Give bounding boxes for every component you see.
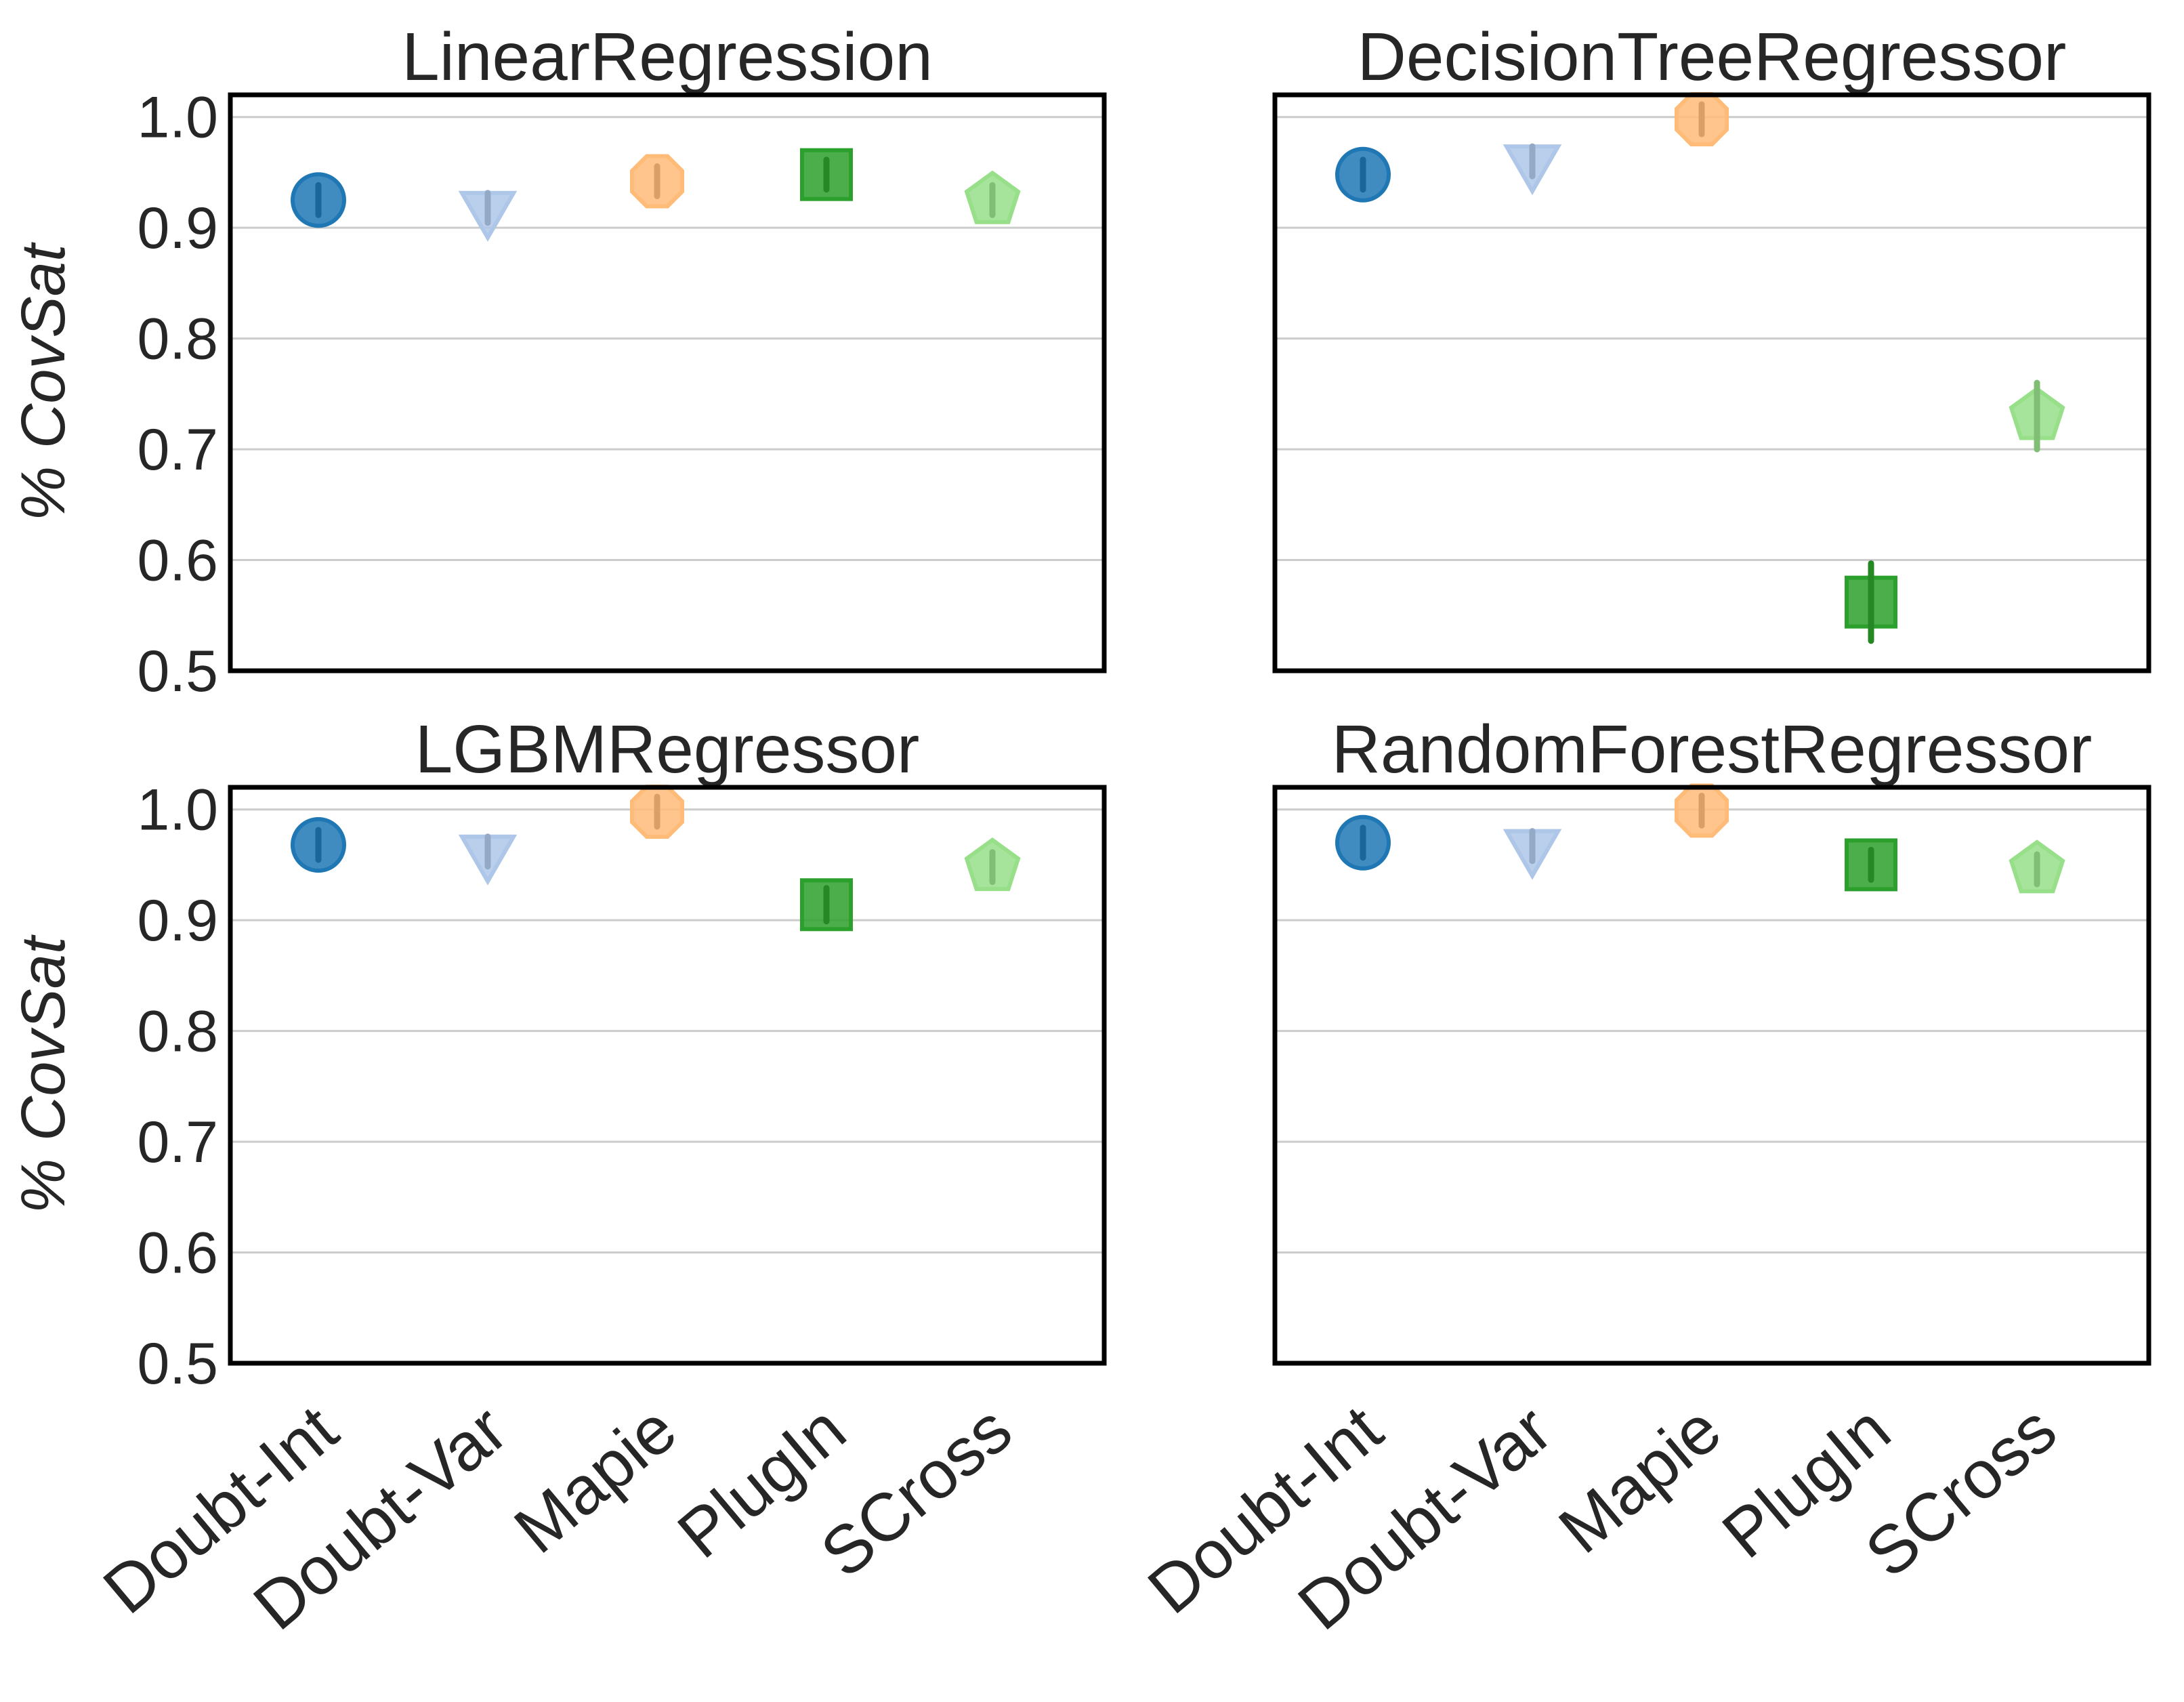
marker-doubt-var [458, 190, 518, 242]
y-tick-label: 0.9 [137, 888, 218, 953]
marker-doubt-int [291, 817, 346, 873]
marker-doubt-int [291, 172, 346, 228]
marker-doubt-int [1335, 146, 1391, 203]
y-tick-label: 1.0 [137, 778, 218, 843]
axes-frame [228, 92, 1107, 673]
chart-title: DecisionTreeRegressor [1358, 19, 2067, 95]
marker-mapie [1675, 783, 1729, 838]
x-tick-label: SCross [807, 1391, 1026, 1592]
x-tick-label: Mapie [500, 1391, 690, 1568]
marker-doubt-var [458, 833, 518, 886]
panel-decision-tree-regressor: DecisionTreeRegressor [1272, 19, 2151, 673]
y-tick-label: 0.8 [137, 999, 218, 1064]
marker-scross [2009, 379, 2065, 453]
panel-linear-regression: 0.5 0.6 0.7 0.8 0.9 1.0 % CovSat LinearRegressi… [9, 19, 1107, 704]
chart-title: LinearRegression [402, 19, 933, 95]
y-tick-label: 0.6 [137, 1221, 218, 1286]
axes-frame [1272, 785, 2151, 1366]
marker-mapie [1675, 91, 1729, 146]
y-tick-label: 0.7 [137, 417, 218, 482]
y-tick-label: 0.5 [137, 1331, 218, 1396]
marker-doubt-int [1335, 814, 1391, 871]
y-axis-label: % CovSat [9, 242, 78, 521]
panel-random-forest-regressor: RandomForestRegressorDoubt-IntDoubt-VarM… [1134, 711, 2151, 1644]
marker-scross [964, 170, 1021, 224]
y-tick-label: 0.7 [137, 1110, 218, 1175]
marker-mapie [630, 784, 684, 839]
panel-lgbm-regressor: 0.50.60.70.80.91.0% CovSatLGBMRegressorD… [9, 711, 1107, 1644]
x-tick-label: Mapie [1545, 1391, 1735, 1568]
axes-frame [1272, 92, 2151, 673]
marker-plugin [800, 148, 853, 201]
chart-title: RandomForestRegressor [1332, 711, 2093, 787]
marker-plugin [800, 878, 853, 932]
axes-frame [228, 785, 1107, 1366]
y-tick-label: 0.6 [137, 528, 218, 594]
marker-plugin [1845, 560, 1897, 644]
marker-plugin [1845, 838, 1897, 892]
marker-scross [964, 837, 1021, 892]
marker-doubt-var [1503, 828, 1562, 880]
y-tick-label: 1.0 [137, 85, 218, 150]
x-tick-label: SCross [1851, 1391, 2070, 1592]
y-tick-label: 0.9 [137, 196, 218, 261]
marker-doubt-var [1503, 143, 1562, 196]
y-tick-label: 0.5 [137, 639, 218, 704]
y-tick-label: 0.8 [137, 307, 218, 372]
marker-mapie [630, 154, 684, 209]
chart-title: LGBMRegressor [415, 711, 920, 787]
y-axis-label: % CovSat [9, 934, 78, 1213]
marker-scross [2009, 839, 2065, 894]
